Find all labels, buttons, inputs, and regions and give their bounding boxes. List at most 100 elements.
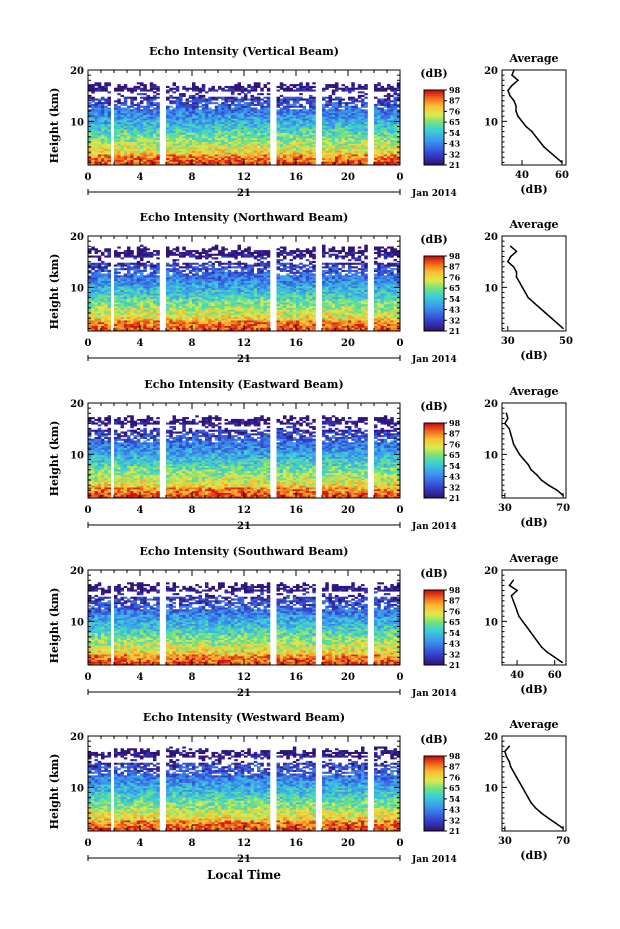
profile-x-tick-label: 40 [510,670,524,681]
chart-panel-2: Echo Intensity (Eastward Beam) 10 20 Height… [48,378,570,532]
profile-y-tick-label: 10 [484,450,498,461]
colorbar-tick-label: 54 [449,128,461,138]
y-axis-label: Height (km) [48,421,61,497]
y-axis-label: Height (km) [48,254,61,330]
profile-point [562,494,564,497]
profile-point [508,760,511,763]
colorbar-tick-label: 65 [449,783,460,793]
colorbar-tick-label: 65 [449,450,460,460]
colorbar-frame [423,422,445,499]
profile-point [547,484,550,487]
profile-title: Average [508,218,558,231]
profile-point [525,125,527,128]
x-tick-label: 0 [85,672,92,683]
profile-point [511,438,513,440]
profile-point [540,479,543,481]
profile-x-tick-label: 30 [498,836,512,847]
profile-point [521,120,523,123]
profile-x-tick-label: 60 [548,670,562,681]
profile-point [561,661,563,664]
profile-point [527,296,529,299]
x-tick-label: 4 [137,672,144,683]
profile-y-tick-label: 20 [484,66,498,77]
y-tick-label: 10 [70,117,84,128]
chart-title: Echo Intensity (Northward Beam) [140,211,349,224]
profile-point [515,250,518,253]
colorbar-frame [423,89,445,166]
x-tick-label: 4 [137,838,144,849]
profile-title: Average [508,52,558,65]
date-label: 21 [237,854,251,865]
profile-point [507,89,509,92]
colorbar-unit: (dB) [420,233,447,246]
profile-line [508,579,563,664]
profile-title: Average [508,718,558,731]
date-label: 21 [237,354,251,365]
profile-x-label: (dB) [520,849,547,862]
profile-point [553,656,556,659]
heatmap-cells [88,415,401,499]
profile-x-tick-label: 30 [501,336,515,347]
x-tick-label: 16 [289,338,303,349]
x-tick-label: 0 [85,172,92,183]
colorbar-tick-label: 87 [449,596,460,606]
profile-point [523,458,525,461]
profile-point [539,307,541,309]
colorbar-tick-label: 43 [449,639,461,649]
profile-point [524,791,527,794]
profile-point [516,610,518,612]
profile-point [535,136,537,138]
colorbar-unit: (dB) [420,733,447,746]
profile-y-tick-label: 10 [484,117,498,128]
x-tick-label: 20 [341,838,355,849]
profile-frame [501,569,567,666]
month-label: Jan 2014 [411,355,457,365]
x-tick-label: 0 [85,838,92,849]
colorbar-tick-label: 43 [449,805,461,815]
profile-point [527,796,529,799]
profile-point [530,802,532,804]
profile-x-tick-label: 30 [498,503,512,514]
profile-point [512,600,515,602]
x-tick-label: 0 [85,505,92,516]
colorbar-tick-label: 87 [449,262,460,272]
profile-point [550,317,553,320]
profile-frame [501,735,567,832]
x-tick-label: 8 [189,172,196,183]
profile-point [504,750,506,753]
chart-panel-3: Echo Intensity (Southward Beam) 10 20 Heigh… [48,545,567,699]
month-label: Jan 2014 [411,522,457,532]
colorbar-tick-label: 54 [449,461,461,471]
profile-x-tick-label: 40 [515,170,529,181]
x-tick-label: 12 [237,505,251,516]
x-tick-label: 16 [289,505,303,516]
month-label: Jan 2014 [411,189,457,199]
colorbar-unit: (dB) [420,567,447,580]
colorbar-tick-label: 98 [449,251,461,261]
profile-point [509,433,512,435]
profile-line [503,413,564,496]
profile-y-tick-label: 10 [484,617,498,628]
profile-point [533,302,535,304]
profile-x-tick-label: 60 [555,170,569,181]
profile-point [529,630,531,633]
heatmap-cells [88,746,401,832]
profile-point [505,755,508,758]
profile-point [517,115,519,117]
x-tick-label: 0 [397,338,404,349]
chart-title: Echo Intensity (Vertical Beam) [149,45,339,58]
profile-point [511,84,513,87]
colorbar-tick-label: 21 [449,660,460,670]
profile-point [562,327,564,330]
profile-x-label: (dB) [520,183,547,196]
y-axis-label: Height (km) [48,754,61,830]
chart-title: Echo Intensity (Westward Beam) [143,711,345,724]
colorbar-tick-label: 98 [449,751,461,761]
profile-point [539,141,541,143]
profile-frame [501,235,567,332]
date-label: 21 [237,688,251,699]
profile-point [562,827,564,830]
profile-point [537,641,539,643]
